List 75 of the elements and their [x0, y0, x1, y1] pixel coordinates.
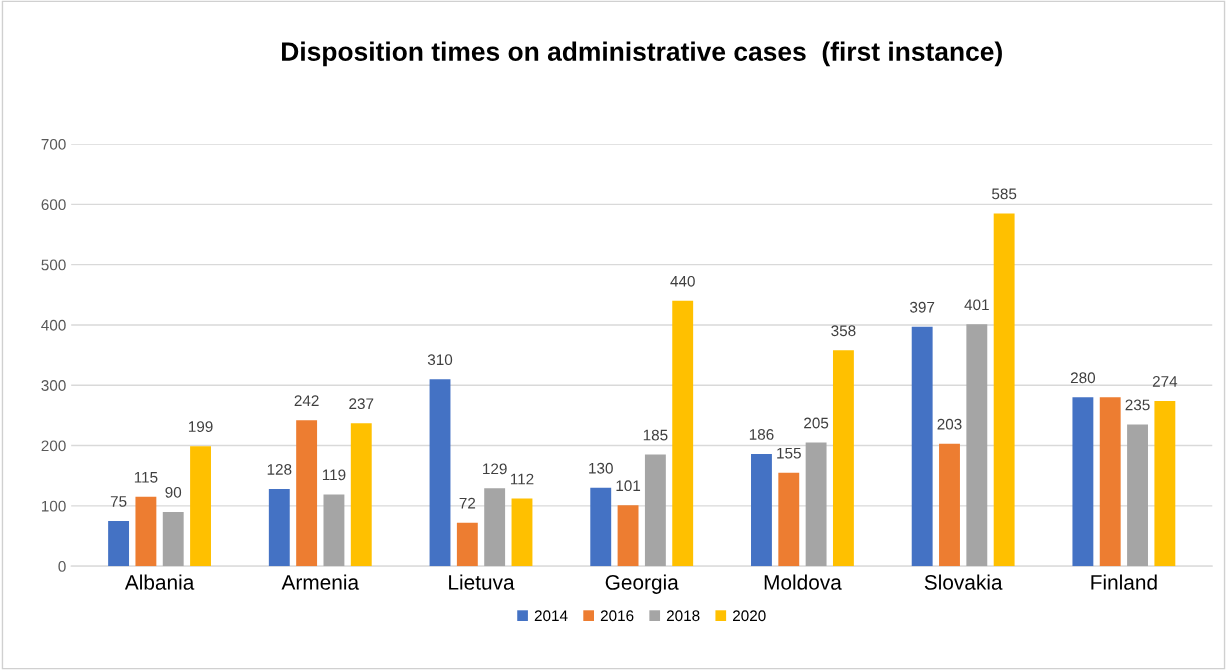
data-label: 155 — [777, 447, 801, 459]
bar — [832, 350, 854, 567]
data-label: 205 — [804, 417, 829, 429]
data-label: 199 — [188, 421, 213, 433]
y-tick-label: 200 — [41, 440, 66, 452]
bar — [644, 454, 666, 567]
y-tick-label: 100 — [41, 500, 66, 512]
y-tick-label: 400 — [41, 319, 66, 331]
bar — [350, 423, 372, 567]
data-label: 72 — [459, 497, 476, 509]
x-tick-label: Slovakia — [924, 574, 1003, 590]
x-tick-label: Finland — [1091, 574, 1157, 590]
bar — [966, 324, 988, 567]
data-label: 585 — [992, 188, 1017, 200]
bar — [323, 494, 345, 567]
data-label: 115 — [134, 472, 158, 483]
data-label: 128 — [267, 464, 292, 475]
bar — [268, 488, 290, 567]
y-tick-label: 500 — [41, 259, 66, 271]
data-label: 397 — [910, 301, 935, 313]
data-label: 90 — [165, 486, 182, 498]
bar — [617, 505, 639, 567]
data-label: 310 — [427, 354, 453, 366]
legend-label: 2018 — [666, 610, 700, 622]
data-label: 75 — [110, 496, 127, 507]
y-tick-label: 600 — [41, 199, 66, 211]
x-tick-label: Moldova — [764, 574, 842, 590]
data-label: 130 — [589, 462, 613, 474]
legend-label: 2016 — [600, 610, 634, 622]
data-label: 358 — [831, 325, 856, 337]
bar — [1154, 400, 1176, 567]
data-label: 119 — [322, 469, 346, 481]
x-tick-label: Lietuva — [449, 574, 515, 590]
data-label: 101 — [616, 480, 641, 492]
bar — [672, 300, 694, 567]
bar — [1099, 397, 1121, 567]
data-label: 280 — [1070, 372, 1096, 384]
bar — [108, 520, 130, 567]
bar — [484, 488, 506, 567]
bar — [590, 487, 612, 567]
data-label: 237 — [349, 398, 374, 410]
bar — [190, 446, 211, 567]
x-tick-label: Georgia — [605, 574, 679, 594]
bar — [162, 511, 184, 567]
data-label: 203 — [937, 418, 962, 430]
data-label: 112 — [510, 473, 534, 485]
bar — [135, 496, 157, 567]
bar — [1072, 397, 1094, 567]
data-label: 242 — [294, 395, 319, 406]
bar — [805, 442, 827, 567]
x-tick-label: Albania — [124, 574, 195, 590]
bar — [911, 326, 933, 567]
x-tick-label: Armenia — [281, 574, 360, 590]
bar — [511, 498, 533, 567]
bar — [751, 453, 772, 567]
y-tick-label: 700 — [41, 138, 66, 150]
data-label: 186 — [749, 429, 774, 440]
bar — [993, 213, 1015, 567]
data-label: 235 — [1125, 399, 1150, 411]
bar — [296, 420, 318, 567]
data-label: 274 — [1152, 375, 1178, 387]
data-label: 185 — [643, 429, 668, 441]
bar — [1127, 424, 1148, 567]
data-label: 440 — [670, 275, 695, 287]
bar — [939, 443, 960, 567]
data-label: 129 — [483, 463, 507, 475]
bar — [778, 472, 800, 567]
bar — [456, 522, 478, 567]
bar — [429, 379, 451, 567]
y-tick-label: 300 — [41, 380, 66, 391]
y-tick-label: 0 — [58, 561, 66, 572]
legend-label: 2020 — [733, 610, 766, 622]
legend-label: 2014 — [534, 610, 568, 622]
chart-title: Disposition times on administrative cases (first instance) — [282, 41, 1002, 67]
data-label: 401 — [964, 299, 989, 311]
